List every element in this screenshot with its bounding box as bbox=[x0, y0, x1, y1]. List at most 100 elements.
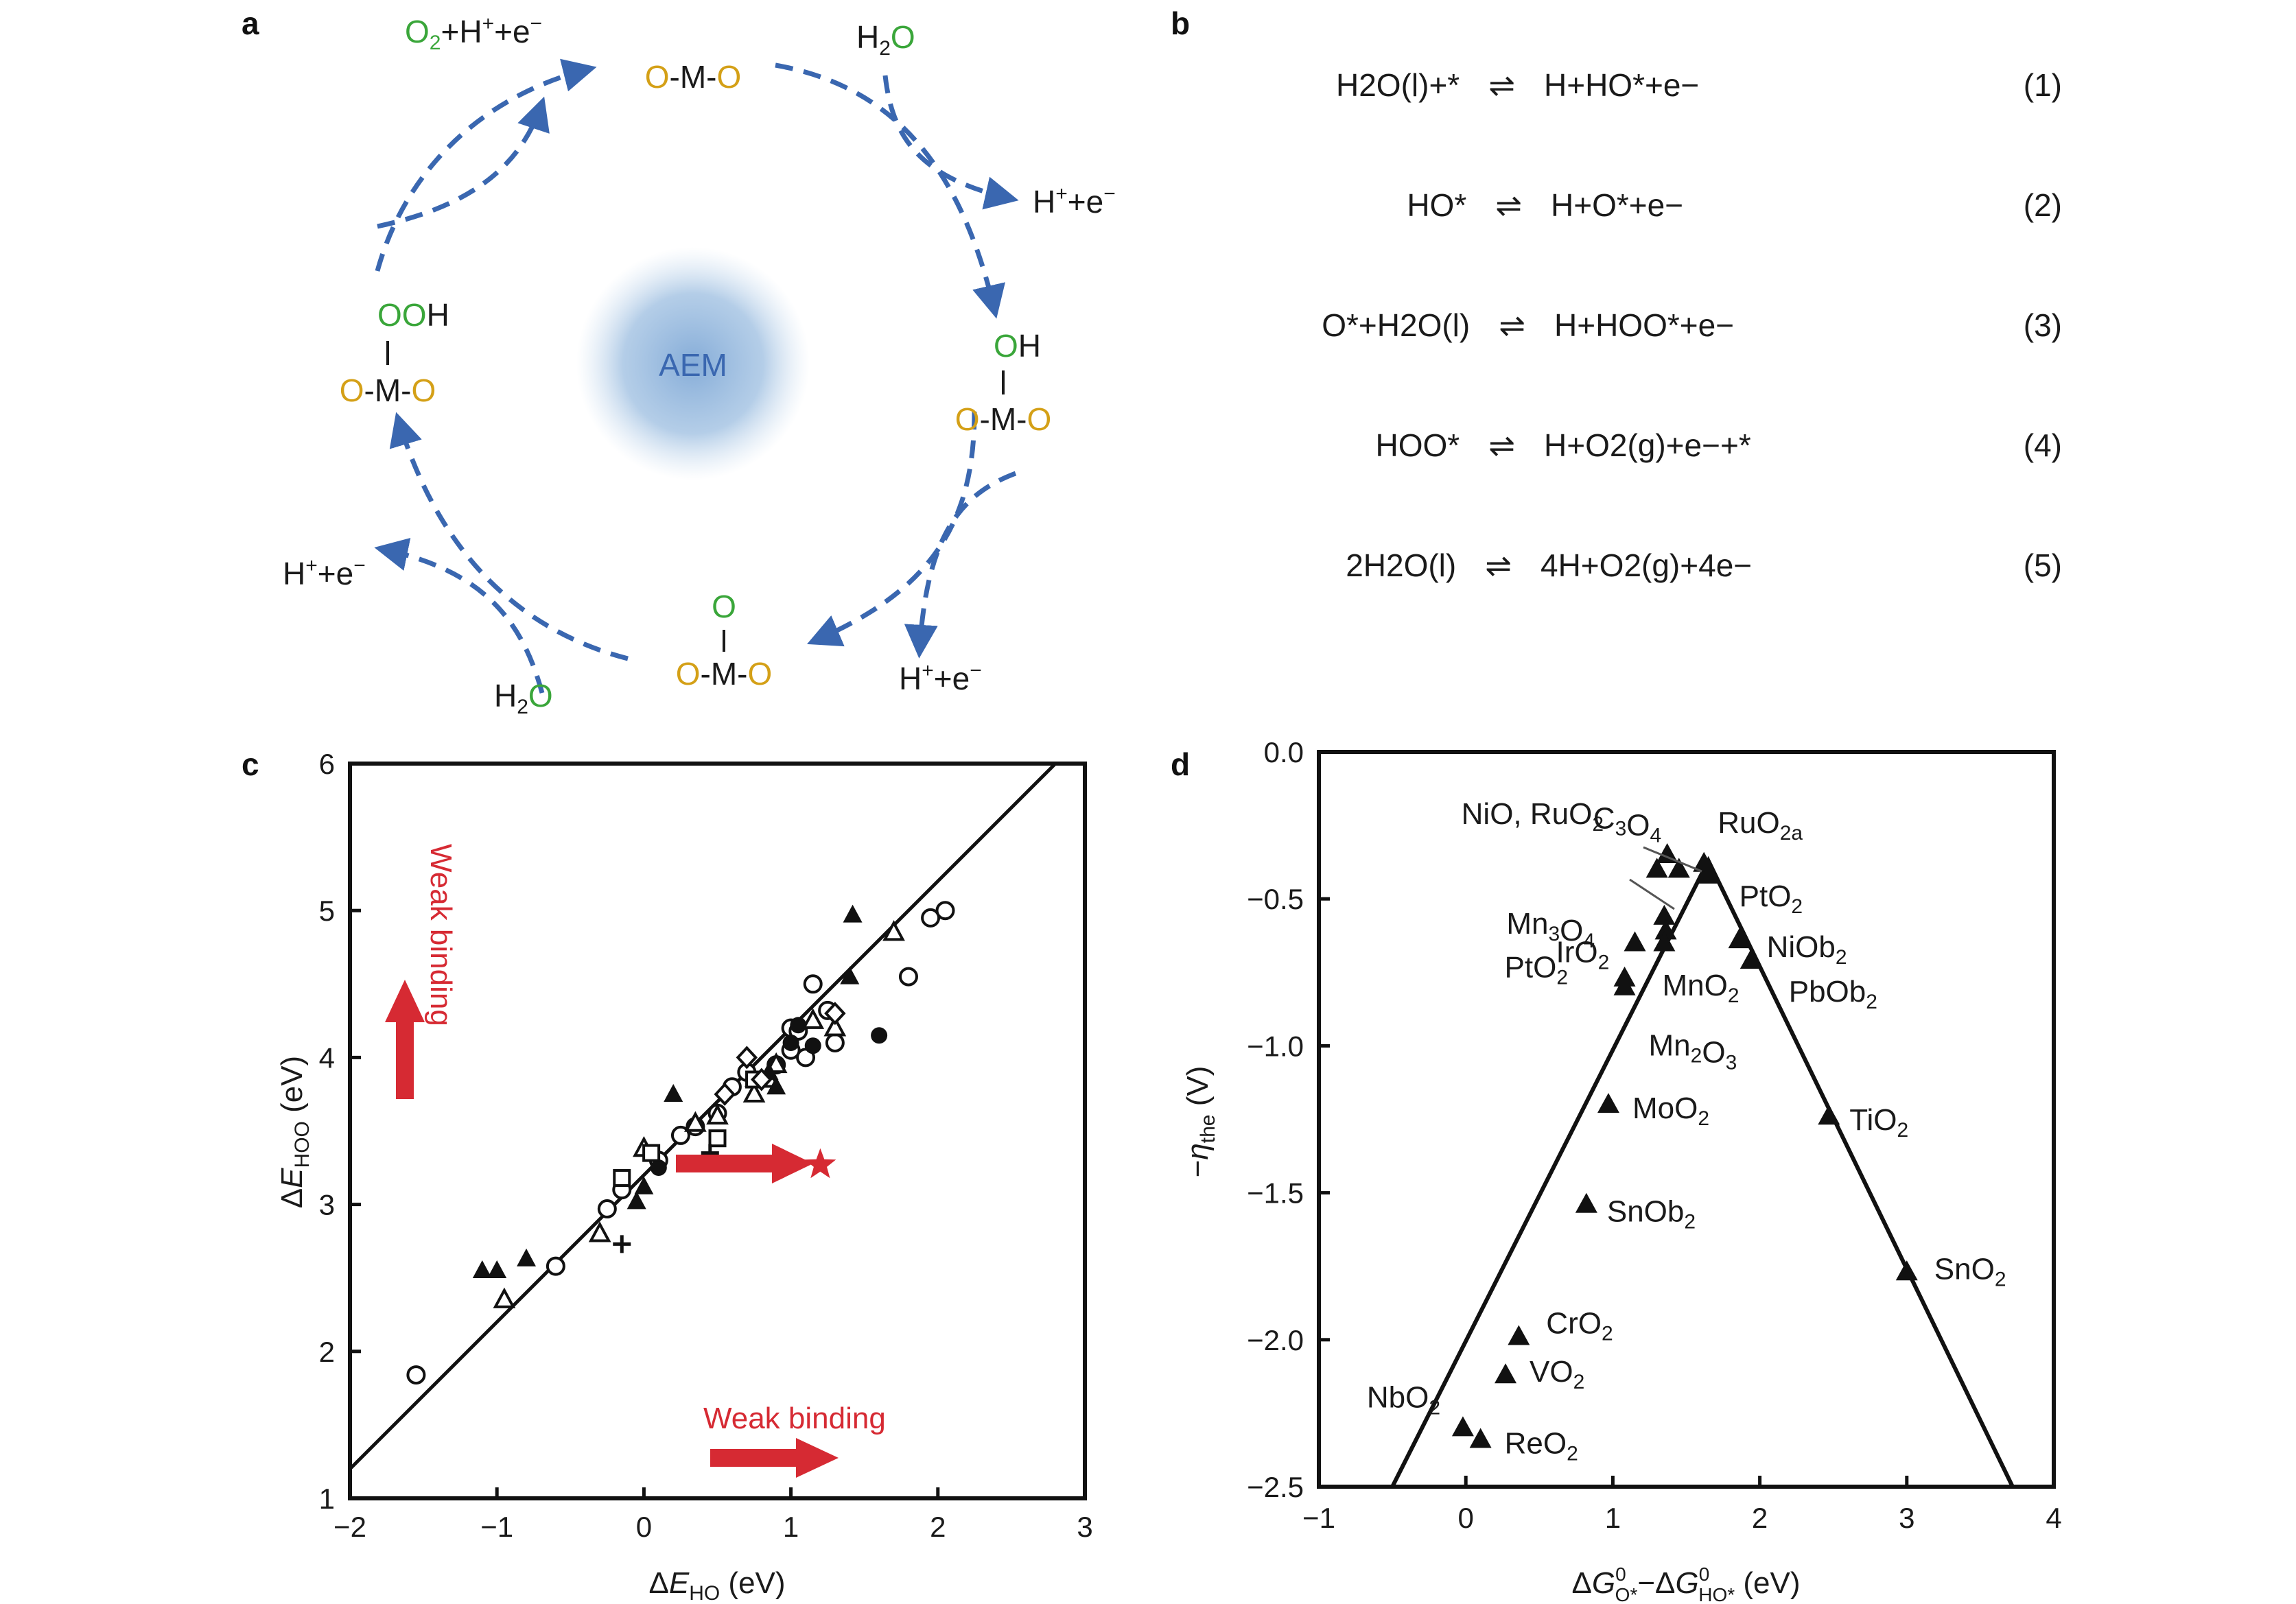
c-point-filled-circle bbox=[650, 1159, 667, 1177]
d-ytick-label: −2.5 bbox=[1247, 1471, 1304, 1503]
d-point bbox=[1728, 928, 1750, 949]
c-point-open-circle bbox=[546, 1256, 565, 1276]
c-point-open-circle bbox=[898, 967, 918, 987]
c-point-filled-triangle bbox=[664, 1083, 683, 1102]
d-point-label: VO2 bbox=[1530, 1355, 1584, 1393]
eq3-rhs: H+HOO*+e− bbox=[1554, 307, 1734, 343]
d-point-label: PbOb2 bbox=[1789, 975, 1877, 1013]
species-h2o-1: H2O bbox=[856, 19, 915, 60]
plot-d-points bbox=[1451, 842, 1918, 1448]
c-point-open-square bbox=[642, 1144, 661, 1162]
c-ytick-label: 2 bbox=[319, 1336, 335, 1368]
d-xtick-label: 0 bbox=[1458, 1502, 1474, 1534]
eq3-lhs: O*+H2O(l) bbox=[1322, 307, 1470, 343]
aem-glow bbox=[576, 247, 810, 480]
plot-d-volcano-line bbox=[1390, 856, 2015, 1488]
d-point bbox=[1575, 1192, 1597, 1213]
c-ytick-label: 6 bbox=[319, 748, 335, 780]
c-xtick-label: 3 bbox=[1077, 1511, 1092, 1543]
c-xtick-label: −2 bbox=[333, 1511, 366, 1543]
arc-h2o-in-1 bbox=[882, 75, 1019, 210]
d-ytick-label: −1.5 bbox=[1247, 1177, 1304, 1210]
arc-h-out-2 bbox=[904, 471, 1017, 659]
red-right-arrow-middle bbox=[676, 1144, 813, 1183]
species-h-e-1: H++e− bbox=[1033, 182, 1116, 220]
c-ytick-label: 5 bbox=[319, 895, 335, 927]
eq2-num: (2) bbox=[2024, 187, 2062, 223]
species-h-e-3: H++e− bbox=[283, 554, 366, 591]
d-point bbox=[1508, 1325, 1530, 1345]
c-point-filled-circle bbox=[782, 1034, 799, 1051]
c-star-point bbox=[804, 1148, 836, 1179]
state-bottom: O-M-O bbox=[676, 656, 773, 692]
d-point-label: Mn2O3 bbox=[1649, 1029, 1737, 1074]
panel-c: c −2 −1 0 1 2 3 1 2 3 4 5 6 ΔEHO (eV) ΔEHOO (eV) We… bbox=[242, 746, 1093, 1604]
d-ytick-label: 0.0 bbox=[1264, 736, 1304, 768]
red-up-arrow bbox=[385, 980, 425, 1099]
c-point-open-circle bbox=[406, 1365, 426, 1385]
plot-c-points bbox=[406, 901, 955, 1385]
d-point bbox=[1667, 858, 1690, 878]
panel-label-b: b bbox=[1171, 5, 1190, 41]
c-point-filled-triangle bbox=[843, 904, 863, 923]
panel-label-a: a bbox=[242, 5, 259, 41]
c-point-filled-triangle bbox=[626, 1191, 646, 1210]
eq1-rhs: H+HO*+e− bbox=[1544, 67, 1699, 103]
c-point-filled-triangle bbox=[517, 1248, 537, 1266]
c-point-filled-triangle bbox=[766, 1076, 786, 1095]
state-right-oh: OH bbox=[994, 328, 1041, 364]
d-point-label: RuO2a bbox=[1718, 806, 1803, 845]
c-point-open-circle bbox=[825, 1033, 845, 1052]
cycle-arcs bbox=[374, 58, 1019, 694]
d-point bbox=[1653, 904, 1676, 925]
aem-label: AEM bbox=[659, 347, 727, 383]
c-point-open-diamond bbox=[751, 1068, 773, 1092]
eq2: HO* ⇌ H+O*+e− (2) bbox=[1407, 187, 2062, 223]
c-xtick-label: −1 bbox=[480, 1511, 513, 1543]
arc-o2-out bbox=[377, 96, 550, 229]
eq5-arrow: ⇌ bbox=[1485, 547, 1512, 583]
c-point-open-diamond bbox=[714, 1083, 736, 1106]
arc-top-right bbox=[775, 62, 1005, 319]
eq1-arrow: ⇌ bbox=[1488, 67, 1515, 103]
c-point-filled-triangle bbox=[634, 1176, 654, 1194]
eq4-lhs: HOO* bbox=[1376, 427, 1460, 463]
c-ytick-label: 4 bbox=[319, 1041, 335, 1074]
d-point-label: C3O4 bbox=[1593, 801, 1661, 847]
c-point-filled-triangle bbox=[487, 1260, 507, 1278]
d-point-label: NbO2 bbox=[1367, 1380, 1440, 1419]
state-right: O-M-O bbox=[955, 401, 1052, 437]
c-point-open-triangle bbox=[493, 1287, 516, 1308]
d-point bbox=[1818, 1105, 1840, 1125]
c-point-open-square bbox=[708, 1129, 727, 1148]
d-point bbox=[1895, 1260, 1918, 1281]
c-point-open-circle bbox=[597, 1199, 617, 1219]
state-top: O-M-O bbox=[645, 59, 742, 95]
d-point bbox=[1697, 863, 1720, 884]
d-point bbox=[1451, 1416, 1474, 1437]
eq4-rhs: H+O2(g)+e−+* bbox=[1544, 427, 1751, 463]
plot-d-ticks: −1 0 1 2 3 4 0.0 −0.5 −1.0 −1.5 −2.0 −2.5 bbox=[1247, 736, 2062, 1534]
d-xtick-label: 4 bbox=[2046, 1502, 2061, 1534]
eq5: 2H2O(l) ⇌ 4H+O2(g)+4e− (5) bbox=[1346, 547, 2062, 583]
d-point-label: MoO2 bbox=[1632, 1092, 1709, 1130]
c-point-filled-triangle bbox=[840, 966, 860, 984]
panel-label-c: c bbox=[242, 746, 259, 782]
red-right-arrow-bottom bbox=[710, 1438, 839, 1478]
c-fit-line bbox=[349, 762, 1057, 1470]
d-xtick-label: 1 bbox=[1605, 1502, 1621, 1534]
eq3-num: (3) bbox=[2024, 307, 2062, 343]
d-point bbox=[1613, 975, 1636, 995]
eq1-lhs: H2O(l)+* bbox=[1336, 67, 1460, 103]
d-volcano-line bbox=[1390, 856, 2015, 1488]
d-point-label: PtO2 bbox=[1505, 950, 1568, 989]
d-point-label: Mn3O4 bbox=[1506, 907, 1595, 952]
c-point-open-triangle bbox=[801, 1008, 825, 1029]
d-point bbox=[1469, 1428, 1492, 1448]
c-point-open-circle bbox=[803, 974, 823, 994]
c-point-open-triangle bbox=[882, 920, 905, 941]
c-point-filled-triangle bbox=[472, 1260, 492, 1278]
d-point bbox=[1656, 842, 1678, 863]
